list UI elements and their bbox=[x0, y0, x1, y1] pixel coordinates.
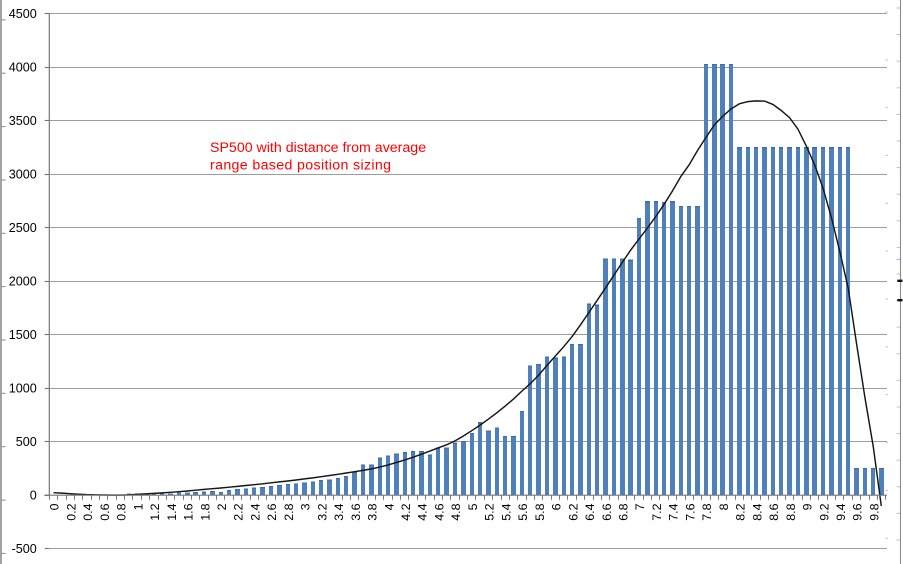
svg-text:1.2: 1.2 bbox=[148, 503, 162, 520]
svg-text:SP500 with distance from avera: SP500 with distance from average bbox=[210, 140, 426, 156]
svg-text:3.4: 3.4 bbox=[332, 503, 346, 520]
svg-text:0: 0 bbox=[48, 503, 62, 510]
svg-text:1: 1 bbox=[131, 503, 145, 510]
svg-text:7: 7 bbox=[633, 503, 647, 510]
svg-text:8.4: 8.4 bbox=[750, 503, 764, 520]
svg-text:4: 4 bbox=[382, 503, 396, 510]
svg-text:9.6: 9.6 bbox=[851, 503, 865, 520]
svg-text:1.4: 1.4 bbox=[165, 503, 179, 520]
svg-text:5.4: 5.4 bbox=[499, 503, 513, 520]
svg-text:3.6: 3.6 bbox=[349, 503, 363, 520]
svg-text:9.8: 9.8 bbox=[867, 503, 881, 520]
svg-text:9: 9 bbox=[801, 503, 815, 510]
svg-text:4500: 4500 bbox=[9, 7, 37, 21]
svg-text:3000: 3000 bbox=[9, 167, 37, 181]
svg-text:6.6: 6.6 bbox=[600, 503, 614, 520]
svg-text:3: 3 bbox=[299, 503, 313, 510]
svg-text:2: 2 bbox=[215, 503, 229, 510]
svg-text:0.4: 0.4 bbox=[81, 503, 95, 520]
svg-text:4.4: 4.4 bbox=[416, 503, 430, 520]
svg-text:6.2: 6.2 bbox=[566, 503, 580, 520]
svg-text:4.2: 4.2 bbox=[399, 503, 413, 520]
svg-text:500: 500 bbox=[16, 435, 37, 449]
svg-text:8.2: 8.2 bbox=[734, 503, 748, 520]
svg-text:0.6: 0.6 bbox=[98, 503, 112, 520]
svg-text:0: 0 bbox=[30, 488, 37, 502]
svg-text:2.6: 2.6 bbox=[265, 503, 279, 520]
svg-text:1000: 1000 bbox=[9, 381, 37, 395]
svg-text:6.8: 6.8 bbox=[617, 503, 631, 520]
svg-text:-500: -500 bbox=[12, 542, 37, 556]
svg-text:7.4: 7.4 bbox=[667, 503, 681, 520]
svg-text:1500: 1500 bbox=[9, 328, 37, 342]
svg-text:6: 6 bbox=[550, 503, 564, 510]
svg-text:0.8: 0.8 bbox=[115, 503, 129, 520]
svg-text:3500: 3500 bbox=[9, 114, 37, 128]
svg-text:8: 8 bbox=[717, 503, 731, 510]
svg-text:3.8: 3.8 bbox=[366, 503, 380, 520]
svg-text:8.6: 8.6 bbox=[767, 503, 781, 520]
svg-text:5.2: 5.2 bbox=[483, 503, 497, 520]
svg-text:1.8: 1.8 bbox=[198, 503, 212, 520]
svg-text:0.2: 0.2 bbox=[64, 503, 78, 520]
svg-text:4000: 4000 bbox=[9, 60, 37, 74]
svg-text:9.4: 9.4 bbox=[834, 503, 848, 520]
svg-text:range based position sizing: range based position sizing bbox=[210, 158, 391, 174]
svg-text:2.8: 2.8 bbox=[282, 503, 296, 520]
svg-text:6.4: 6.4 bbox=[583, 503, 597, 520]
svg-text:8.8: 8.8 bbox=[784, 503, 798, 520]
svg-text:2.2: 2.2 bbox=[232, 503, 246, 520]
svg-text:4.8: 4.8 bbox=[449, 503, 463, 520]
svg-text:5.8: 5.8 bbox=[533, 503, 547, 520]
svg-text:1.6: 1.6 bbox=[182, 503, 196, 520]
svg-text:5: 5 bbox=[466, 503, 480, 510]
svg-text:7.6: 7.6 bbox=[683, 503, 697, 520]
svg-text:2.4: 2.4 bbox=[248, 503, 262, 520]
svg-text:2500: 2500 bbox=[9, 221, 37, 235]
svg-text:7.2: 7.2 bbox=[650, 503, 664, 520]
svg-text:9.2: 9.2 bbox=[817, 503, 831, 520]
svg-text:7.8: 7.8 bbox=[700, 503, 714, 520]
svg-text:5.6: 5.6 bbox=[516, 503, 530, 520]
svg-text:2000: 2000 bbox=[9, 274, 37, 288]
svg-text:4.6: 4.6 bbox=[432, 503, 446, 520]
svg-text:3.2: 3.2 bbox=[315, 503, 329, 520]
